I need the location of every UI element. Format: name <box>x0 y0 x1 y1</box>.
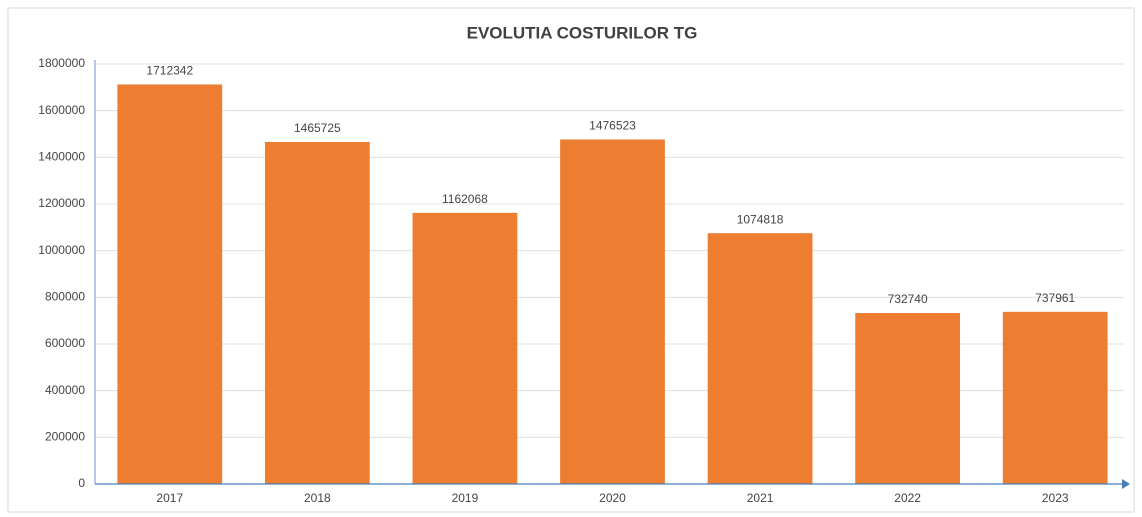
y-tick-label: 600000 <box>45 336 85 350</box>
data-label: 1162068 <box>442 192 488 206</box>
bar <box>707 233 813 484</box>
bar <box>117 84 223 484</box>
y-tick-label: 1200000 <box>38 196 85 210</box>
data-label: 732740 <box>888 292 928 306</box>
y-tick-label: 1400000 <box>38 150 85 164</box>
x-tick-label: 2017 <box>156 491 183 505</box>
data-label: 1074818 <box>737 212 784 226</box>
y-tick-label: 1800000 <box>38 56 85 70</box>
x-tick-label: 2021 <box>747 491 774 505</box>
data-label: 737961 <box>1035 291 1075 305</box>
bar <box>855 313 961 484</box>
y-tick-label: 800000 <box>45 290 85 304</box>
y-tick-label: 400000 <box>45 383 85 397</box>
y-tick-label: 1000000 <box>38 243 85 257</box>
x-tick-label: 2020 <box>599 491 626 505</box>
bar <box>412 212 518 484</box>
bar <box>560 139 665 484</box>
data-label: 1465725 <box>294 121 341 135</box>
y-tick-label: 1600000 <box>38 103 85 117</box>
x-axis-arrow <box>1122 479 1130 489</box>
x-tick-label: 2023 <box>1042 491 1069 505</box>
bar <box>264 141 370 484</box>
y-tick-label: 0 <box>78 476 85 490</box>
x-tick-label: 2022 <box>894 491 921 505</box>
bar <box>1002 311 1108 484</box>
chart-title: EVOLUTIA COSTURILOR TG <box>467 23 698 42</box>
data-label: 1476523 <box>589 119 636 133</box>
x-tick-label: 2018 <box>304 491 331 505</box>
y-tick-label: 200000 <box>45 430 85 444</box>
data-label: 1712342 <box>146 64 193 78</box>
x-tick-label: 2019 <box>452 491 479 505</box>
